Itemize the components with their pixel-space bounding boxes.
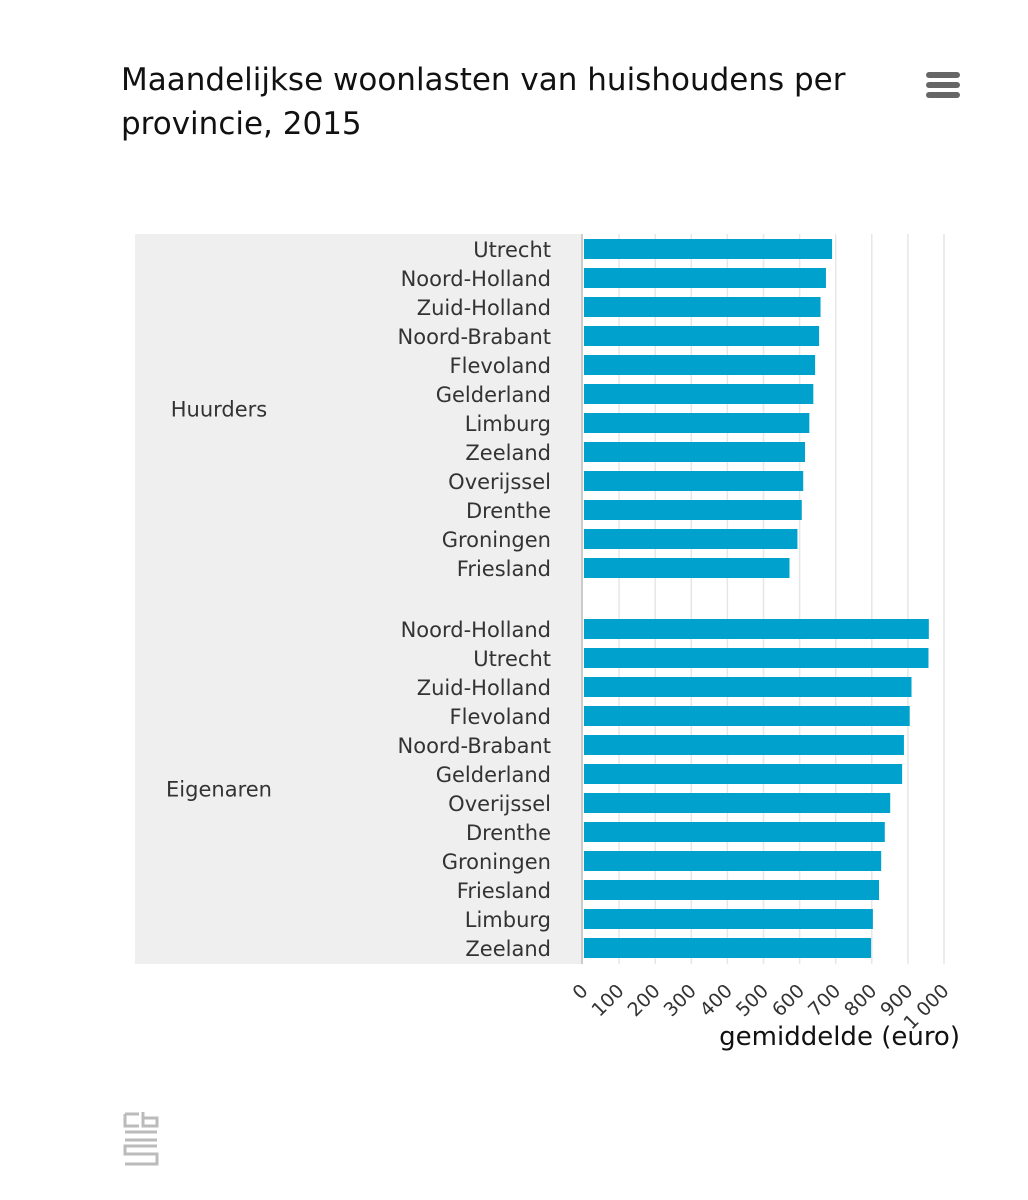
x-tick-label: 300: [660, 980, 701, 1021]
bar: [584, 764, 903, 784]
bar: [584, 880, 880, 900]
category-label: Gelderland: [436, 383, 551, 407]
bar: [584, 938, 872, 958]
bar: [584, 384, 814, 404]
x-axis-title: gemiddelde (euro): [719, 1022, 960, 1052]
category-band: [135, 234, 583, 964]
category-label: Drenthe: [466, 499, 551, 523]
bar: [584, 909, 873, 929]
bar: [584, 413, 810, 433]
bar: [584, 268, 826, 288]
category-label: Drenthe: [466, 821, 551, 845]
bar: [584, 239, 833, 259]
x-tick-label: 700: [804, 980, 845, 1021]
bar: [584, 735, 904, 755]
category-label: Zeeland: [465, 937, 551, 961]
category-label: Zuid-Holland: [417, 676, 551, 700]
category-label: Zeeland: [465, 441, 551, 465]
bar: [584, 648, 929, 668]
bar: [584, 326, 820, 346]
bar-chart: Utrecht Noord-Holland Zuid-Holland Noord-Br…: [135, 234, 960, 1052]
cbs-logo-icon: [123, 1112, 159, 1166]
x-tick-label: 500: [732, 980, 773, 1021]
category-label: Noord-Holland: [401, 618, 551, 642]
category-label: Overijssel: [448, 470, 551, 494]
x-tick-label: 200: [624, 980, 665, 1021]
category-label: Utrecht: [473, 647, 551, 671]
x-tick-label: 0: [568, 980, 592, 1004]
category-label: Friesland: [457, 557, 551, 581]
bar: [584, 706, 910, 726]
bar: [584, 619, 929, 639]
category-label: Friesland: [457, 879, 551, 903]
x-tick-label: 400: [696, 980, 737, 1021]
bar: [584, 500, 802, 520]
category-label: Flevoland: [450, 354, 551, 378]
bar: [584, 558, 790, 578]
category-label: Zuid-Holland: [417, 296, 551, 320]
x-tick-label: 600: [768, 980, 809, 1021]
category-label: Flevoland: [450, 705, 551, 729]
category-label: Noord-Holland: [401, 267, 551, 291]
bar: [584, 297, 821, 317]
bar: [584, 442, 806, 462]
category-label: Utrecht: [473, 238, 551, 262]
category-label: Limburg: [465, 412, 551, 436]
x-tick-label: 800: [840, 980, 881, 1021]
hamburger-menu-icon[interactable]: [924, 70, 962, 100]
category-label: Overijssel: [448, 792, 551, 816]
bar: [584, 793, 891, 813]
bar: [584, 822, 885, 842]
category-label: Limburg: [465, 908, 551, 932]
bar: [584, 471, 804, 491]
category-label: Groningen: [442, 850, 551, 874]
group-label: Eigenaren: [166, 778, 272, 802]
chart-title: Maandelijkse woonlasten van huishoudens …: [121, 62, 846, 142]
bar: [584, 529, 798, 549]
group-label: Huurders: [171, 398, 268, 422]
category-label: Noord-Brabant: [398, 734, 551, 758]
bar: [584, 677, 912, 697]
category-label: Gelderland: [436, 763, 551, 787]
x-tick-label: 100: [587, 980, 628, 1021]
category-label: Groningen: [442, 528, 551, 552]
bar: [584, 851, 882, 871]
category-label: Noord-Brabant: [398, 325, 551, 349]
bar: [584, 355, 816, 375]
